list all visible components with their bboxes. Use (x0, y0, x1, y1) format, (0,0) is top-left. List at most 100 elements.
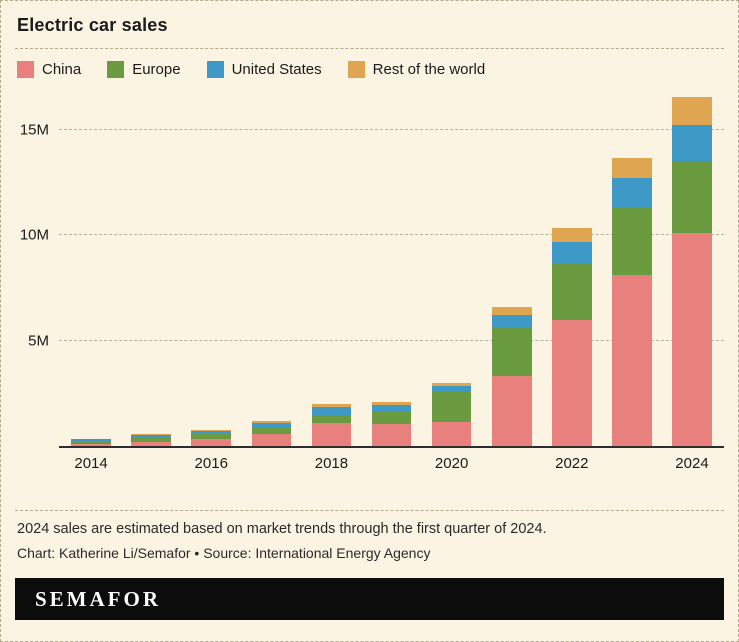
bar-2019 (371, 94, 412, 446)
segment-rest-of-the-world-2017 (251, 420, 292, 424)
x-tick-2016: 2016 (194, 455, 228, 472)
segment-united-states-2018 (311, 407, 352, 415)
legend-swatch-rest-of-the-world (347, 61, 365, 78)
bar-2023 (612, 94, 652, 446)
legend-item-china: China (17, 61, 81, 78)
segment-united-states-2017 (251, 423, 292, 428)
segment-united-states-2014 (71, 439, 111, 442)
x-tick-2021 (482, 455, 542, 472)
bars-row (59, 94, 724, 446)
segment-europe-2022 (551, 262, 592, 320)
segment-china-2021 (491, 376, 532, 446)
segment-europe-2016 (191, 434, 232, 440)
bar-slot-2019 (361, 94, 421, 446)
legend-label-united-states: United States (231, 61, 322, 78)
legend: China Europe United States Rest of the worl… (1, 49, 738, 90)
segment-europe-2020 (431, 392, 472, 422)
segment-rest-of-the-world-2018 (311, 403, 352, 408)
segment-china-2016 (191, 439, 232, 446)
divider-bottom (15, 510, 724, 511)
legend-swatch-europe (107, 61, 125, 78)
segment-europe-2024 (672, 161, 712, 234)
divider-top (15, 48, 724, 49)
chart-title: Electric car sales (17, 15, 168, 35)
segment-china-2024 (672, 233, 712, 446)
bar-2015 (131, 94, 171, 446)
bar-2014 (71, 94, 111, 446)
segment-united-states-2015 (131, 435, 171, 438)
segment-europe-2018 (311, 414, 352, 423)
segment-united-states-2024 (672, 124, 712, 162)
legend-swatch-united-states (206, 61, 224, 78)
segment-china-2019 (371, 423, 412, 446)
segment-china-2023 (612, 275, 652, 446)
x-tick-2015 (121, 455, 181, 472)
segment-united-states-2019 (371, 404, 412, 412)
segment-rest-of-the-world-2021 (491, 307, 532, 315)
segment-rest-of-the-world-2016 (191, 429, 232, 432)
segment-rest-of-the-world-2020 (431, 382, 472, 386)
segment-china-2014 (71, 443, 111, 446)
bar-2024 (672, 94, 712, 446)
segment-europe-2019 (371, 411, 412, 424)
semafor-logo-bar: SEMAFOR (15, 578, 724, 620)
segment-europe-2015 (131, 437, 171, 442)
chart-footnote: 2024 sales are estimated based on market… (17, 521, 547, 537)
segment-china-2022 (551, 319, 592, 446)
segment-united-states-2021 (491, 314, 532, 328)
segment-rest-of-the-world-2014 (71, 438, 111, 440)
segment-europe-2023 (612, 207, 652, 276)
bar-2016 (191, 94, 232, 446)
x-tick-2023 (602, 455, 662, 472)
segment-united-states-2016 (191, 431, 232, 435)
chart-credit: Chart: Katherine Li/Semafor • Source: In… (17, 545, 431, 561)
chart: 5M 10M 15M 2014 2016 2018 2020 2022 2024 (1, 90, 738, 472)
gridline-5m: 5M (28, 332, 724, 349)
legend-label-europe: Europe (132, 61, 181, 78)
bar-slot-2015 (121, 94, 181, 446)
gridline-15m: 15M (20, 121, 724, 138)
plot-area: 5M 10M 15M (20, 94, 724, 448)
bar-2021 (491, 94, 532, 446)
legend-item-united-states: United States (206, 61, 322, 78)
segment-rest-of-the-world-2024 (672, 97, 712, 125)
bar-2022 (551, 94, 592, 446)
bar-slot-2022 (542, 94, 602, 446)
x-tick-2019 (361, 455, 421, 472)
bar-2020 (431, 94, 472, 446)
legend-label-china: China (42, 61, 82, 78)
legend-label-rest-of-the-world: Rest of the world (372, 61, 486, 78)
bar-slot-2024 (662, 94, 722, 446)
x-tick-2024: 2024 (675, 455, 709, 472)
segment-rest-of-the-world-2022 (551, 227, 592, 242)
gridline-10m: 10M (20, 227, 724, 244)
segment-china-2020 (431, 421, 472, 446)
x-tick-2014: 2014 (74, 455, 108, 472)
x-tick-2018: 2018 (314, 455, 349, 472)
x-tick-2022: 2022 (555, 455, 589, 472)
legend-swatch-china (17, 61, 34, 78)
bar-slot-2023 (602, 94, 662, 446)
x-tick-2020: 2020 (434, 455, 469, 472)
segment-united-states-2023 (612, 178, 652, 208)
segment-china-2017 (251, 433, 292, 446)
legend-item-rest-of-the-world: Rest of the world (347, 61, 486, 78)
segment-rest-of-the-world-2019 (371, 401, 412, 405)
y-tick-label-5m: 5M (28, 332, 49, 350)
bar-slot-2014 (61, 94, 121, 446)
segment-united-states-2022 (551, 241, 592, 263)
bar-2018 (311, 94, 352, 446)
bar-slot-2018 (301, 94, 361, 446)
bar-2017 (251, 94, 292, 446)
bar-slot-2017 (241, 94, 301, 446)
y-tick-label-10m: 10M (19, 226, 49, 244)
bar-slot-2020 (422, 94, 482, 446)
legend-item-europe: Europe (107, 61, 181, 78)
segment-rest-of-the-world-2023 (612, 158, 652, 179)
segment-china-2018 (311, 422, 352, 446)
x-tick-2017 (241, 455, 301, 472)
bar-slot-2016 (181, 94, 241, 446)
bar-slot-2021 (482, 94, 542, 446)
x-axis-labels: 2014 2016 2018 2020 2022 2024 (59, 448, 724, 472)
